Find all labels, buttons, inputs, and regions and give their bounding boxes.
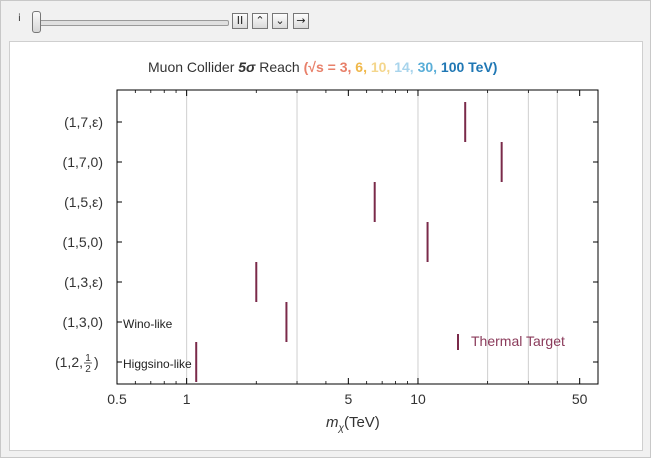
legend-label: Thermal Target bbox=[471, 333, 565, 349]
title-suffix: Reach bbox=[255, 59, 303, 75]
slider-label: i bbox=[18, 13, 21, 24]
title-sigma: 5σ bbox=[238, 59, 256, 75]
title-energy-sep-3: , bbox=[410, 59, 418, 75]
y-tick-label-2: (1,3,ε) bbox=[64, 274, 103, 290]
pause-button[interactable]: II bbox=[232, 13, 248, 29]
reach-chart: Muon Collider 5σ Reach (√s = 3, 6, 10, 1… bbox=[55, 59, 599, 434]
y-tick-label-frac-num: 1 bbox=[85, 353, 91, 364]
chart-title: Muon Collider 5σ Reach (√s = 3, 6, 10, 1… bbox=[148, 59, 497, 75]
x-tick-label-4: 50 bbox=[572, 391, 588, 407]
title-energy-5: 100 TeV) bbox=[441, 59, 498, 75]
title-energy-2: 10 bbox=[371, 59, 387, 75]
x-axis-label: mχ(TeV) bbox=[326, 414, 380, 434]
title-energy-0: 3 bbox=[340, 59, 348, 75]
x-axis-label-unit: (TeV) bbox=[344, 414, 380, 431]
x-tick-label-3: 10 bbox=[410, 391, 426, 407]
title-energy-sep-0: , bbox=[347, 59, 355, 75]
y-tick-label-frac-den: 2 bbox=[85, 364, 91, 375]
y-tick-label-frac-close: ) bbox=[94, 354, 99, 370]
title-energy-sep-1: , bbox=[363, 59, 371, 75]
controls-toolbar: i II ⌃ ⌄ → bbox=[1, 1, 650, 41]
annotation-0: Wino-like bbox=[123, 317, 173, 331]
title-energy-list: 3, 6, 10, 14, 30, 100 TeV) bbox=[340, 59, 498, 75]
step-forward-button[interactable]: → bbox=[293, 13, 309, 29]
gridlines bbox=[186, 90, 558, 384]
y-axis-ticks: (1,2, 12) (1,3,0) (1,3,ε) (1,5,0) (1,5,ε) (1,7… bbox=[55, 114, 598, 375]
faster-button[interactable]: ⌃ bbox=[252, 13, 268, 29]
legend: Thermal Target bbox=[457, 333, 565, 350]
annotation-1: Higgsino-like bbox=[123, 357, 192, 371]
y-tick-label-4: (1,5,ε) bbox=[64, 194, 103, 210]
x-axis-label-main: m bbox=[326, 414, 339, 431]
title-energy-3: 14 bbox=[394, 59, 410, 75]
slower-button[interactable]: ⌄ bbox=[272, 13, 288, 29]
data-marks bbox=[195, 102, 503, 382]
x-axis-label-sub: χ bbox=[338, 423, 345, 434]
y-tick-label-6: (1,7,ε) bbox=[64, 114, 103, 130]
title-energy-1: 6 bbox=[355, 59, 363, 75]
y-tick-label-3: (1,5,0) bbox=[63, 234, 103, 250]
title-energy-4: 30 bbox=[418, 59, 434, 75]
y-tick-label-0: (1,2, bbox=[55, 354, 83, 370]
title-energy-sep-4: , bbox=[433, 59, 441, 75]
plot-frame bbox=[116, 89, 599, 385]
x-minor-ticks bbox=[116, 90, 558, 384]
x-tick-label-2: 5 bbox=[344, 391, 352, 407]
x-tick-label-1: 1 bbox=[183, 391, 191, 407]
title-energy-sep-2: , bbox=[386, 59, 394, 75]
y-tick-label-1: (1,3,0) bbox=[63, 314, 103, 330]
y-tick-label-5: (1,7,0) bbox=[63, 154, 103, 170]
x-axis-ticks: 0.5 1 5 10 50 bbox=[107, 90, 588, 407]
x-tick-label-0: 0.5 bbox=[107, 391, 127, 407]
slider-track[interactable] bbox=[39, 20, 229, 26]
output-panel: Muon Collider 5σ Reach (√s = 3, 6, 10, 1… bbox=[9, 41, 643, 451]
annotations: Wino-like Higgsino-like bbox=[123, 317, 192, 371]
title-energy-open: (√s = bbox=[304, 59, 340, 75]
slider-thumb[interactable] bbox=[32, 11, 41, 33]
title-prefix: Muon Collider bbox=[148, 59, 238, 75]
